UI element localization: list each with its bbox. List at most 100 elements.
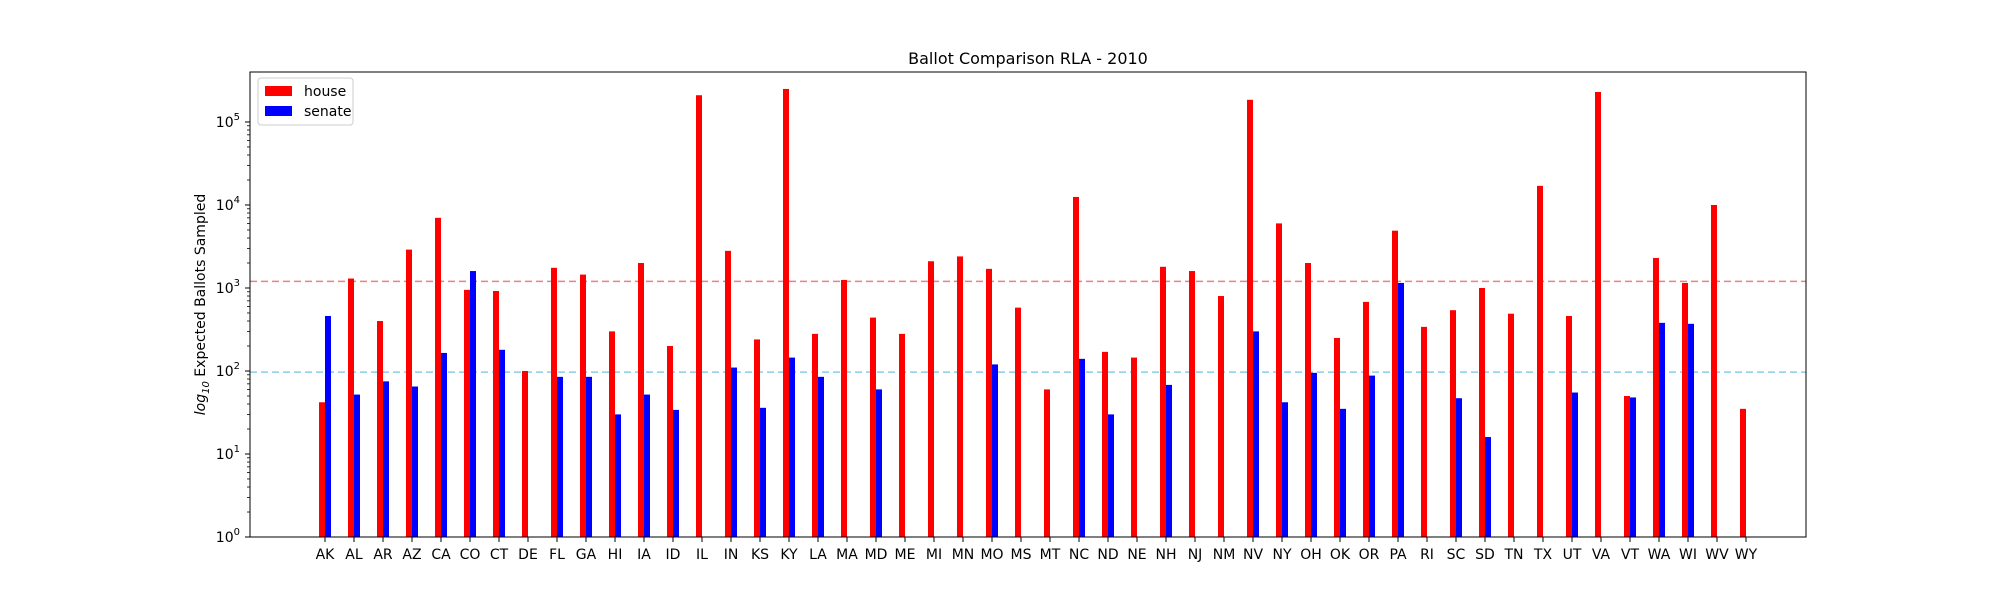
house-bar-de: [522, 370, 528, 537]
y-tick-base: 10: [216, 447, 234, 463]
house-bar-az: [406, 249, 412, 537]
house-bar-md: [870, 317, 876, 537]
senate-bar-pa: [1398, 282, 1404, 537]
x-tick-label-nm: NM: [1213, 547, 1236, 563]
senate-bar-in: [731, 367, 737, 537]
legend: house senate: [257, 77, 354, 126]
senate-bar-ca: [441, 352, 447, 537]
x-tick-label-de: DE: [518, 547, 538, 563]
senate-bar-al: [354, 394, 360, 537]
x-tick-label-hi: HI: [608, 547, 623, 563]
senate-bar-la: [818, 376, 824, 537]
x-tick-label-nd: ND: [1097, 547, 1118, 563]
house-bar-me: [899, 333, 905, 537]
x-tick-label-la: LA: [809, 547, 827, 563]
house-bar-sc: [1450, 310, 1456, 537]
senate-bar-nh: [1166, 384, 1172, 537]
x-tick-label-ms: MS: [1011, 547, 1032, 563]
y-tick-base: 10: [216, 364, 234, 380]
x-tick-label-al: AL: [345, 547, 363, 563]
house-bar-ar: [377, 321, 383, 537]
y-tick-base: 10: [216, 281, 234, 297]
senate-bar-az: [412, 386, 418, 537]
senate-bar-nd: [1108, 414, 1114, 537]
house-bar-ga: [580, 274, 586, 537]
x-tick-label-ut: UT: [1563, 547, 1582, 563]
senate-bar-co: [470, 271, 476, 537]
x-tick-label-ks: KS: [751, 547, 769, 563]
house-bar-il: [696, 95, 702, 538]
x-tick-label-tn: TN: [1503, 547, 1523, 563]
x-tick-label-wy: WY: [1735, 547, 1758, 563]
senate-bar-md: [876, 389, 882, 537]
house-bar-co: [464, 289, 470, 537]
house-bar-fl: [551, 267, 557, 537]
house-bar-ca: [435, 217, 441, 537]
senate-bar-vt: [1630, 397, 1636, 537]
senate-bar-sd: [1485, 437, 1491, 537]
house-bar-mn: [957, 256, 963, 537]
senate-bar-id: [673, 409, 679, 537]
reference-lines: [250, 280, 1806, 373]
senate-bar-ok: [1340, 408, 1346, 537]
x-tick-label-ok: OK: [1330, 547, 1351, 563]
y-tick-label: 101: [216, 444, 240, 463]
x-tick-label-in: IN: [724, 547, 739, 563]
chart-title: Ballot Comparison RLA - 2010: [908, 49, 1148, 68]
y-axis-label-rest: Expected Ballots Sampled: [193, 194, 209, 381]
x-tick-label-ca: CA: [431, 547, 451, 563]
senate-bar-ar: [383, 381, 389, 537]
x-tick-label-co: CO: [460, 547, 481, 563]
x-tick-label-ar: AR: [373, 547, 393, 563]
x-tick-label-va: VA: [1592, 547, 1611, 563]
house-bar-va: [1595, 91, 1601, 537]
house-bar-pa: [1392, 230, 1398, 537]
senate-bar-wa: [1659, 322, 1665, 537]
house-bar-wv: [1711, 204, 1717, 537]
house-bar-wa: [1653, 257, 1659, 537]
legend-label-senate: senate: [304, 104, 351, 120]
x-tick-label-az: AZ: [402, 547, 421, 563]
senate-bar-nv: [1253, 331, 1259, 537]
house-bar-tn: [1508, 313, 1514, 537]
x-tick-label-oh: OH: [1300, 547, 1322, 563]
senate-bar-ak: [325, 315, 331, 537]
x-tick-label-tx: TX: [1533, 547, 1553, 563]
house-bar-ri: [1421, 326, 1427, 537]
senate-bar-ky: [789, 357, 795, 537]
senate-bar-ny: [1282, 402, 1288, 537]
y-tick-exponent: 0: [234, 527, 240, 538]
house-bar-ny: [1276, 223, 1282, 538]
x-tick-label-mi: MI: [926, 547, 942, 563]
y-tick-label: 104: [216, 195, 240, 214]
y-tick-exponent: 5: [234, 112, 240, 123]
x-tick-label-ri: RI: [1420, 547, 1434, 563]
house-bar-ms: [1015, 307, 1021, 537]
x-tick-label-sc: SC: [1447, 547, 1466, 563]
senate-bar-ks: [760, 407, 766, 537]
x-tick-label-ny: NY: [1272, 547, 1291, 563]
house-bar-wy: [1740, 408, 1746, 537]
house-bar-ks: [754, 339, 760, 537]
house-bar-ne: [1131, 357, 1137, 537]
senate-bar-fl: [557, 376, 563, 537]
house-bar-ok: [1334, 337, 1340, 537]
x-tick-label-nv: NV: [1243, 547, 1263, 563]
x-tick-label-mo: MO: [980, 547, 1003, 563]
senate-bar-sc: [1456, 398, 1462, 537]
y-axis-label-sub: 10: [201, 381, 212, 394]
x-tick-label-ak: AK: [316, 547, 336, 563]
house-bar-mi: [928, 261, 934, 537]
house-bar-vt: [1624, 395, 1630, 537]
x-tick-label-mn: MN: [952, 547, 975, 563]
x-tick-label-or: OR: [1359, 547, 1380, 563]
bars: [319, 88, 1746, 538]
x-tick-label-ky: KY: [780, 547, 798, 563]
x-tick-label-nj: NJ: [1188, 547, 1203, 563]
legend-label-house: house: [304, 84, 346, 100]
x-tick-label-wa: WA: [1648, 547, 1671, 563]
y-tick-exponent: 2: [234, 361, 240, 372]
x-tick-label-fl: FL: [549, 547, 565, 563]
